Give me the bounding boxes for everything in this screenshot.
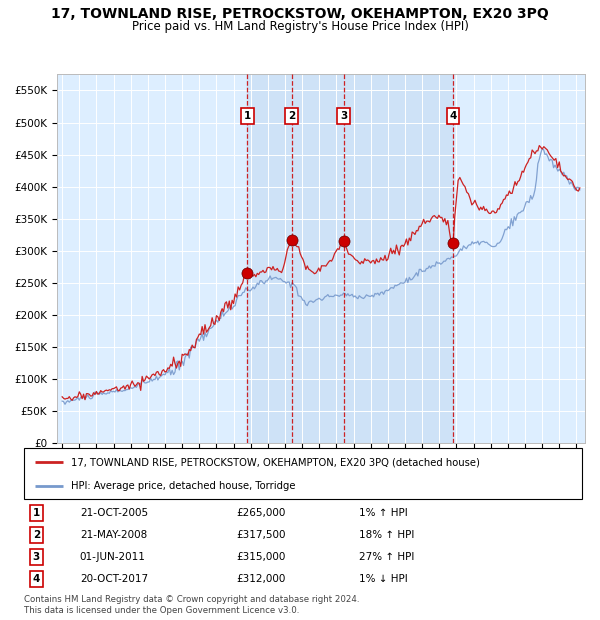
Text: 17, TOWNLAND RISE, PETROCKSTOW, OKEHAMPTON, EX20 3PQ: 17, TOWNLAND RISE, PETROCKSTOW, OKEHAMPT… — [51, 7, 549, 22]
Text: Price paid vs. HM Land Registry's House Price Index (HPI): Price paid vs. HM Land Registry's House … — [131, 20, 469, 33]
Text: 21-MAY-2008: 21-MAY-2008 — [80, 530, 147, 540]
Text: 3: 3 — [32, 552, 40, 562]
Text: 18% ↑ HPI: 18% ↑ HPI — [359, 530, 414, 540]
Text: £317,500: £317,500 — [236, 530, 286, 540]
Text: 21-OCT-2005: 21-OCT-2005 — [80, 508, 148, 518]
Text: 1: 1 — [32, 508, 40, 518]
Text: 20-OCT-2017: 20-OCT-2017 — [80, 574, 148, 584]
Text: HPI: Average price, detached house, Torridge: HPI: Average price, detached house, Torr… — [71, 481, 296, 491]
Text: 4: 4 — [32, 574, 40, 584]
Text: 27% ↑ HPI: 27% ↑ HPI — [359, 552, 414, 562]
Text: 2: 2 — [32, 530, 40, 540]
Text: 01-JUN-2011: 01-JUN-2011 — [80, 552, 146, 562]
Text: 4: 4 — [449, 111, 457, 121]
Text: £312,000: £312,000 — [236, 574, 286, 584]
Text: 1: 1 — [244, 111, 251, 121]
Text: 2: 2 — [288, 111, 295, 121]
Text: £265,000: £265,000 — [236, 508, 286, 518]
Text: 17, TOWNLAND RISE, PETROCKSTOW, OKEHAMPTON, EX20 3PQ (detached house): 17, TOWNLAND RISE, PETROCKSTOW, OKEHAMPT… — [71, 458, 481, 467]
Text: £315,000: £315,000 — [236, 552, 286, 562]
Text: Contains HM Land Registry data © Crown copyright and database right 2024.
This d: Contains HM Land Registry data © Crown c… — [24, 595, 359, 614]
Text: 1% ↓ HPI: 1% ↓ HPI — [359, 574, 407, 584]
Bar — [247, 74, 453, 443]
Text: 3: 3 — [340, 111, 347, 121]
Text: 1% ↑ HPI: 1% ↑ HPI — [359, 508, 407, 518]
